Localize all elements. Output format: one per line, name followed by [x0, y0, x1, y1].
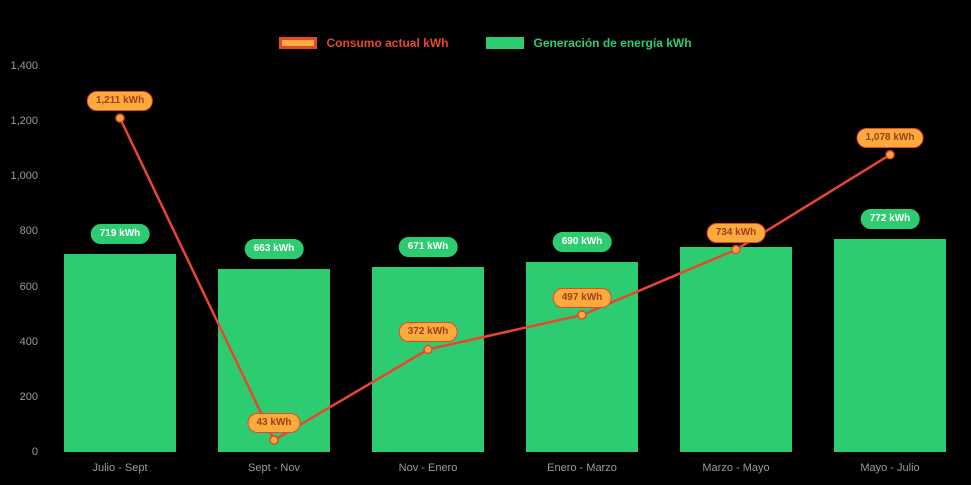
y-axis-tick-label: 200 [19, 390, 38, 403]
y-axis-tick-label: 800 [19, 225, 38, 238]
generation-bar[interactable] [64, 253, 176, 452]
y-axis-tick-label: 600 [19, 280, 38, 293]
x-axis-category-label: Mayo - Julio [860, 462, 920, 474]
legend-label-generacion-energia: Generación de energía kWh [533, 36, 692, 50]
generation-bar[interactable] [834, 239, 946, 452]
y-axis-tick-label: 400 [19, 335, 38, 348]
generation-bar[interactable] [680, 246, 792, 452]
line-point[interactable] [423, 344, 433, 355]
legend-swatch-consumo-actual [279, 37, 318, 49]
y-axis-tick-label: 1,000 [10, 170, 38, 183]
y-axis-tick-label: 1,200 [10, 115, 38, 128]
line-point[interactable] [885, 150, 895, 160]
x-axis-category-label: Sept - Nov [248, 462, 300, 474]
line-point[interactable] [731, 244, 741, 255]
bar-value-badge: 719 kWh [90, 223, 150, 244]
line-point[interactable] [269, 435, 279, 445]
x-axis-category-label: Nov - Enero [398, 462, 458, 474]
point-value-badge: 1,078 kWh [856, 127, 924, 148]
bar-value-badge: 690 kWh [552, 231, 612, 252]
bar-value-badge: 663 kWh [244, 239, 304, 260]
y-axis-tick-label: 0 [31, 446, 38, 458]
x-axis-category-label: Marzo - Mayo [702, 462, 770, 474]
legend-label-consumo-actual: Consumo actual kWh [326, 36, 449, 50]
generation-bar[interactable] [372, 266, 484, 452]
legend-swatch-generacion-energia [486, 37, 525, 49]
legend-item-generacion-energia[interactable]: Generación de energía kWh [486, 36, 692, 50]
chart-legend: Consumo actual kWh Generación de energía… [0, 36, 971, 50]
point-value-badge: 1,211 kWh [86, 91, 154, 112]
bar-value-badge: 671 kWh [398, 236, 458, 257]
bar-value-badge: 772 kWh [860, 209, 920, 230]
line-point[interactable] [577, 310, 587, 320]
y-axis-tick-label: 1,400 [10, 60, 38, 72]
point-value-badge: 734 kWh [706, 222, 766, 243]
x-axis-category-label: Enero - Marzo [547, 462, 617, 474]
point-value-badge: 43 kWh [247, 413, 301, 434]
consumption-line [118, 117, 891, 442]
legend-item-consumo-actual[interactable]: Consumo actual kWh [279, 36, 448, 50]
point-value-badge: 497 kWh [552, 287, 612, 308]
line-point[interactable] [115, 113, 125, 123]
point-value-badge: 372 kWh [398, 322, 458, 343]
x-axis-category-label: Julio - Sept [92, 462, 148, 474]
